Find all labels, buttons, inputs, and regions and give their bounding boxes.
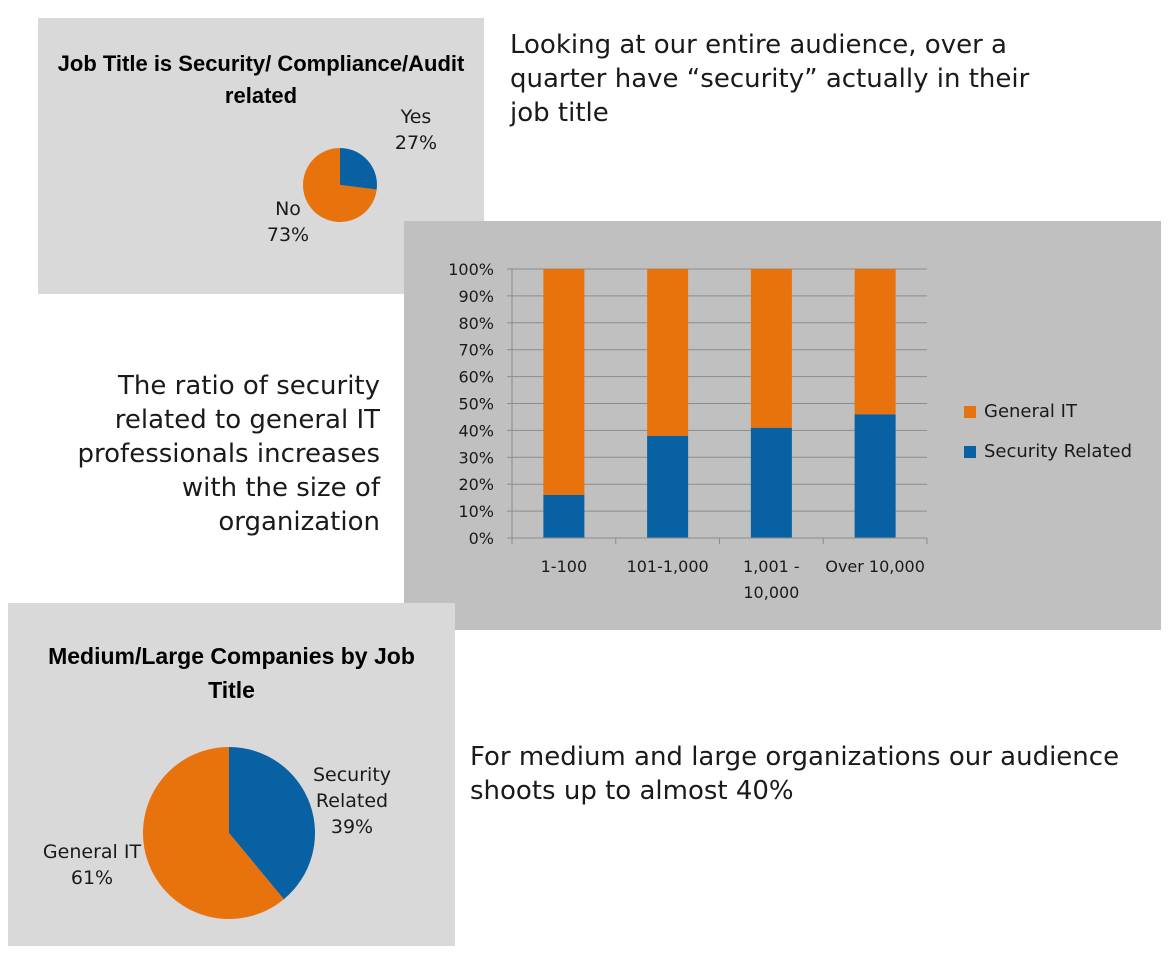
y-tick-label: 50% (458, 395, 494, 414)
pie-title-medium-large: Medium/Large Companies by Job Title (48, 643, 415, 703)
y-tick-label: 80% (458, 314, 494, 333)
y-tick-label: 60% (458, 368, 494, 387)
pie-chart-medium-large (142, 747, 315, 919)
y-tick-label: 20% (458, 475, 494, 494)
caption-top: Looking at our entire audience, over a q… (510, 30, 1030, 128)
pie-title-job-title: Job Title is Security/ Compliance/Audit … (57, 51, 465, 108)
legend-swatch-general-it (964, 405, 976, 418)
pie1-slice-yes (340, 148, 378, 190)
stacked-bar-panel: 0% 10% 20% 30% 40% 50% 60% 70% 80% 90% 100% 1-100 1… (404, 221, 1161, 630)
x-category-label: Over 10,000 (825, 557, 925, 576)
x-category-label: 1-100 (540, 557, 588, 576)
bar-security-related (543, 494, 585, 538)
pie2-slice-security-related (229, 747, 315, 900)
bar-security-related (854, 414, 896, 538)
legend-security-related: Security Related (964, 441, 1132, 462)
caption-middle: The ratio of security related to general… (77, 371, 380, 537)
bar-security-related (647, 435, 689, 538)
legend-swatch-security-related (964, 445, 976, 458)
y-tick-label: 100% (448, 260, 494, 279)
bar-general-it (750, 269, 792, 428)
y-tick-label: 70% (458, 341, 494, 360)
pie-label-no: No 73% (266, 198, 310, 246)
pie1-slice-no (303, 148, 377, 223)
pie-panel-job-title: Job Title is Security/ Compliance/Audit … (38, 18, 484, 294)
y-tick-label: 0% (469, 529, 494, 548)
caption-bottom: For medium and large organizations our a… (470, 742, 1120, 806)
y-tick-label: 10% (458, 502, 494, 521)
pie-label-security-related: Security Related 39% (312, 764, 392, 838)
bar-security-related (750, 427, 792, 538)
y-tick-label: 30% (458, 448, 494, 467)
x-category-label: 101-1,000 (626, 557, 709, 576)
pie-label-yes: Yes 27% (394, 106, 438, 154)
bar-general-it (543, 269, 585, 495)
stacked-bar-chart: 0% 10% 20% 30% 40% 50% 60% 70% 80% 90% 100% (448, 260, 928, 548)
legend-general-it: General IT (964, 401, 1077, 422)
pie-panel-medium-large: Medium/Large Companies by Job Title Secu… (8, 603, 455, 946)
bar-general-it (647, 269, 689, 436)
pie2-slice-general-it (142, 747, 284, 919)
pie-label-general-it: General IT 61% (42, 841, 142, 889)
x-category-label: 1,001 - 10,000 (743, 557, 800, 602)
pie-chart-job-title (303, 148, 378, 223)
y-tick-label: 40% (458, 421, 494, 440)
bar-general-it (854, 269, 896, 415)
y-tick-label: 90% (458, 287, 494, 306)
